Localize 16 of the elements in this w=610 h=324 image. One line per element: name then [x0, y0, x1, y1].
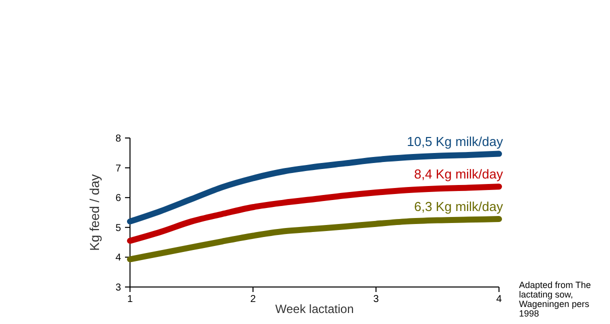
x-tick-label: 4	[496, 294, 502, 305]
series-label: 8,4 Kg milk/day	[414, 166, 504, 182]
y-tick-label: 3	[115, 282, 122, 294]
series-label: 10,5 Kg milk/day	[406, 134, 504, 149]
series-label: 6,3 Kg milk/day	[414, 199, 504, 214]
x-tick-label: 2	[250, 294, 256, 305]
y-tick-label: 8	[115, 134, 122, 144]
x-axis-title: Week lactation	[275, 302, 354, 316]
y-tick-label: 7	[115, 163, 122, 174]
y-axis-title: Kg feed / day	[87, 174, 102, 251]
y-tick-label: 6	[115, 193, 122, 204]
x-tick-label: 1	[127, 294, 134, 305]
x-tick-label: 3	[373, 294, 380, 305]
y-tick-label: 4	[115, 252, 122, 264]
y-tick-label: 5	[115, 222, 122, 234]
text: Adapted from The lactating sow, Wageningen pers 1998	[519, 280, 591, 318]
